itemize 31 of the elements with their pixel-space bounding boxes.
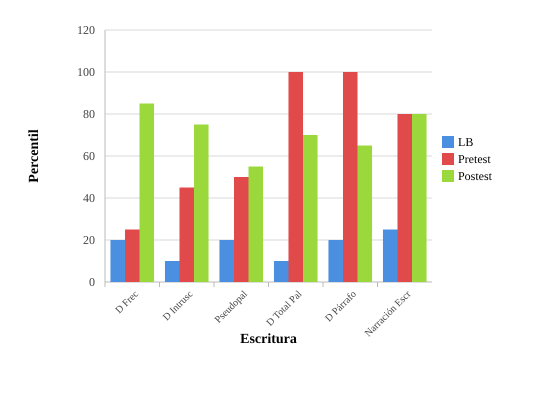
y-tick-label: 20 xyxy=(83,233,95,248)
y-tick-label: 40 xyxy=(83,191,95,206)
bar xyxy=(412,114,427,282)
y-tick-label: 0 xyxy=(89,275,95,290)
bar xyxy=(274,261,288,282)
y-tick-label: 80 xyxy=(83,107,95,122)
bar xyxy=(328,240,343,282)
bar xyxy=(140,104,154,282)
y-tick-label: 100 xyxy=(77,65,95,80)
bar xyxy=(110,240,125,282)
legend-label: LB xyxy=(458,135,474,150)
bar xyxy=(358,146,372,282)
legend-label: Pretest xyxy=(458,152,492,166)
y-tick-label: 60 xyxy=(83,149,95,164)
x-axis-title: Escritura xyxy=(240,332,297,347)
bar xyxy=(288,72,304,282)
bar xyxy=(342,72,358,282)
bar xyxy=(234,177,249,282)
bar xyxy=(219,240,234,282)
bar xyxy=(382,230,398,282)
bar xyxy=(194,124,209,282)
bar xyxy=(124,230,140,282)
legend-label: Postest xyxy=(458,169,493,184)
bar xyxy=(179,188,194,282)
y-axis-title: Percentil xyxy=(27,129,42,183)
bar xyxy=(164,261,180,282)
bar xyxy=(303,135,318,282)
x-tick-label: D Frec xyxy=(114,288,142,316)
bar xyxy=(248,166,264,282)
bar xyxy=(397,114,412,282)
y-tick-label: 120 xyxy=(77,23,95,38)
